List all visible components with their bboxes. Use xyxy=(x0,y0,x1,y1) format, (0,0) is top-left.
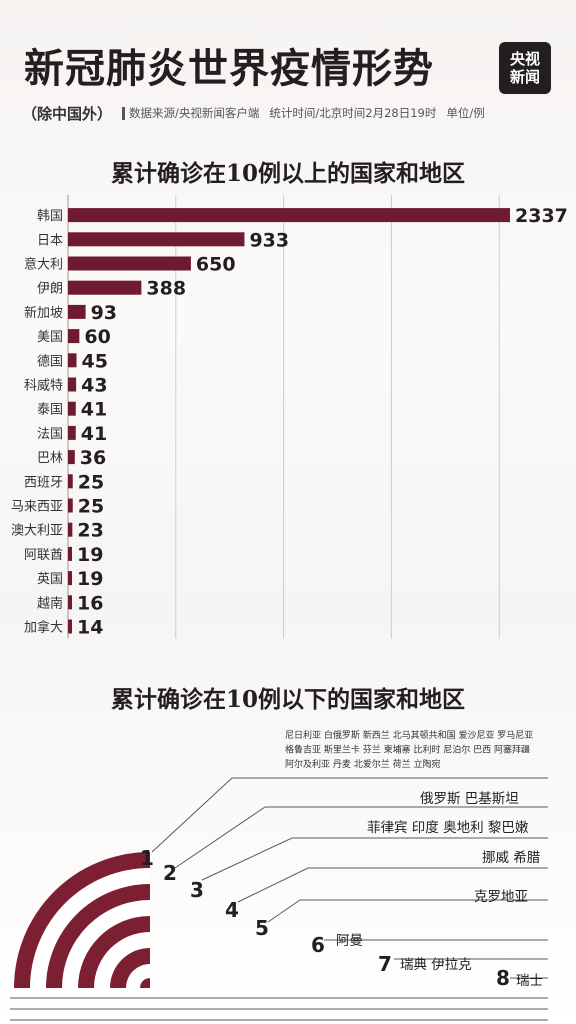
country-list: 瑞士 xyxy=(516,973,543,989)
bar-series: 韩国 2337 日本 933 意大利 650 伊朗 388 新加坡 93 美国 60 德国 45 科威特 43… xyxy=(11,205,568,638)
value-label: 2337 xyxy=(515,205,568,227)
bar xyxy=(68,208,510,223)
bar xyxy=(68,619,72,634)
category-label: 越南 xyxy=(37,595,63,611)
category-label: 意大利 xyxy=(24,257,63,273)
value-label: 16 xyxy=(77,592,103,614)
bar xyxy=(68,377,77,392)
logo-line-1: 央视 xyxy=(509,50,540,68)
value-label: 36 xyxy=(80,447,106,469)
category-label: 加拿大 xyxy=(24,620,63,636)
data-source: 数据来源/央视新闻客户端 xyxy=(129,106,260,120)
bar xyxy=(68,304,86,319)
value-label: 388 xyxy=(146,278,186,300)
page-title: 新冠肺炎世界疫情形势 xyxy=(24,45,434,92)
country-list: 尼日利亚 白俄罗斯 新西兰 北马其顿共和国 爱沙尼亚 罗马尼亚 xyxy=(285,729,533,741)
value-label: 19 xyxy=(77,568,103,590)
bar xyxy=(68,450,75,465)
value-label: 43 xyxy=(81,375,107,397)
small-counts-title: 累计确诊在10例以下的国家和地区 xyxy=(110,686,465,713)
bar xyxy=(68,498,73,513)
leader-line xyxy=(201,837,548,881)
value-label: 45 xyxy=(82,350,108,372)
subtitle-bar: （除中国外） 数据来源/央视新闻客户端 统计时间/北京时间2月28日19时 单位… xyxy=(22,103,485,123)
bar xyxy=(68,474,73,489)
category-label: 新加坡 xyxy=(24,305,63,321)
value-label: 933 xyxy=(249,229,289,251)
category-label: 德国 xyxy=(37,354,63,369)
value-label: 25 xyxy=(78,471,104,493)
value-label: 23 xyxy=(77,520,103,542)
country-list: 菲律宾 印度 奥地利 黎巴嫩 xyxy=(367,819,529,836)
region-note: （除中国外） xyxy=(22,104,113,123)
value-label: 19 xyxy=(77,544,103,566)
category-label: 阿联酋 xyxy=(24,547,63,563)
bar xyxy=(68,353,77,368)
logo-line-2: 新闻 xyxy=(509,68,540,86)
country-list: 阿尔及利亚 丹麦 北爱尔兰 荷兰 立陶宛 xyxy=(285,758,440,770)
stat-time: 统计时间/北京时间2月28日19时 xyxy=(269,106,437,120)
concentric-arcs xyxy=(14,852,150,988)
bar xyxy=(68,256,191,271)
value-label: 650 xyxy=(196,254,236,276)
value-label: 60 xyxy=(84,326,110,348)
bar-chart: 韩国 2337 日本 933 意大利 650 伊朗 388 新加坡 93 美国 60 德国 45 科威特 43… xyxy=(11,195,568,639)
count-number: 3 xyxy=(190,878,204,902)
count-number: 2 xyxy=(163,861,177,885)
bar xyxy=(68,329,80,344)
value-label: 41 xyxy=(81,399,107,421)
bar xyxy=(68,425,76,440)
count-number: 5 xyxy=(255,916,269,940)
country-list: 俄罗斯 巴基斯坦 xyxy=(420,790,519,807)
chart-title: 累计确诊在10例以上的国家和地区 xyxy=(110,160,465,187)
category-label: 日本 xyxy=(37,233,63,248)
leader-line xyxy=(151,777,548,853)
count-number: 1 xyxy=(140,846,154,870)
leader-lines xyxy=(10,777,548,1021)
category-label: 伊朗 xyxy=(37,282,63,297)
country-list: 挪威 希腊 xyxy=(482,850,540,866)
value-label: 25 xyxy=(78,496,104,518)
bar xyxy=(68,232,245,247)
bar xyxy=(68,571,72,586)
category-label: 韩国 xyxy=(37,209,63,224)
country-list: 克罗地亚 xyxy=(474,889,528,905)
category-label: 法国 xyxy=(37,427,63,442)
country-list: 阿曼 xyxy=(336,933,363,949)
value-label: 93 xyxy=(91,302,117,324)
category-label: 马来西亚 xyxy=(11,500,63,515)
category-label: 澳大利亚 xyxy=(11,523,63,539)
category-label: 美国 xyxy=(37,330,63,345)
leader-line xyxy=(171,806,548,871)
count-number: 8 xyxy=(496,966,510,990)
count-number: 6 xyxy=(311,933,325,957)
category-label: 英国 xyxy=(37,572,63,587)
separator-bar xyxy=(122,106,126,120)
category-label: 科威特 xyxy=(24,379,63,394)
category-label: 巴林 xyxy=(37,451,63,466)
count-number: 4 xyxy=(225,898,239,922)
unit-label: 单位/例 xyxy=(446,106,485,120)
category-label: 西班牙 xyxy=(24,475,63,490)
value-label: 41 xyxy=(81,423,107,445)
category-label: 泰国 xyxy=(37,403,63,418)
count-number: 7 xyxy=(378,952,392,976)
bar xyxy=(68,522,73,537)
bar xyxy=(68,595,72,610)
country-list: 格鲁吉亚 斯里兰卡 芬兰 柬埔寨 比利时 尼泊尔 巴西 阿塞拜疆 xyxy=(285,744,530,756)
bar xyxy=(68,546,72,561)
value-label: 14 xyxy=(77,617,103,639)
bar xyxy=(68,401,76,416)
leader-line xyxy=(237,867,548,903)
leader-line xyxy=(267,899,548,923)
arc-band xyxy=(140,978,150,988)
country-list: 瑞典 伊拉克 xyxy=(400,957,472,973)
bar xyxy=(68,280,142,295)
cctv-news-logo: 央视 新闻 xyxy=(499,42,551,94)
